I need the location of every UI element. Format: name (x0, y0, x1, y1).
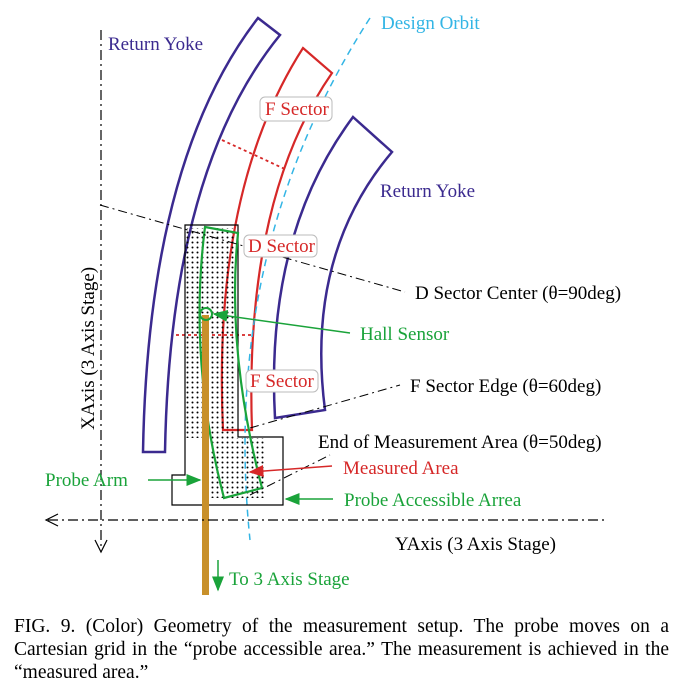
hall-sensor-label: Hall Sensor (360, 324, 450, 345)
end-measurement-line (249, 454, 331, 496)
caption-text: FIG. 9. (Color) Geometry of the measurem… (14, 616, 669, 683)
to-stage-label: To 3 Axis Stage (229, 569, 350, 590)
return-yoke-left-label: Return Yoke (108, 34, 203, 55)
d-sector-center-label: D Sector Center (θ=90deg) (415, 283, 621, 304)
probe-arm-label: Probe Arm (45, 470, 128, 491)
f-sector-top-tag (259, 96, 333, 122)
design-orbit-label: Design Orbit (381, 13, 480, 34)
measurement-geometry-diagram: Design Orbit Return Yoke Return Yoke F S… (44, 13, 621, 595)
figure-caption: FIG. 9. (Color) Geometry of the measurem… (14, 615, 669, 684)
d-sector-label: D Sector (248, 236, 316, 257)
f-sector-edge-line (249, 384, 401, 429)
probe-arm (202, 315, 209, 595)
probe-accessible-box (171, 224, 284, 506)
hall-sensor-pointer (212, 309, 351, 334)
probe-accessible-label: Probe Accessible Arrea (344, 490, 522, 511)
f-sector-bottom-label: F Sector (250, 371, 315, 392)
dotted-probe-region (186, 228, 236, 438)
x-axis-label: XAxis (3 Axis Stage) (78, 267, 99, 430)
return-yoke-left (141, 16, 282, 454)
f-d-boundary-top (221, 139, 288, 171)
hall-sensor-marker (199, 307, 213, 321)
f-sector-edge-label: F Sector Edge (θ=60deg) (410, 376, 601, 397)
f-sector-bottom-tag (245, 369, 319, 393)
measured-area-pointer (248, 465, 333, 477)
x-axis-arrowhead (94, 539, 108, 554)
design-orbit-line (244, 17, 371, 541)
y-axis-arrowhead (44, 513, 59, 527)
f-sector-top-label: F Sector (265, 99, 330, 120)
return-yoke-right-label: Return Yoke (380, 181, 475, 202)
measured-area-label: Measured Area (343, 458, 459, 479)
y-axis-label: YAxis (3 Axis Stage) (395, 534, 556, 555)
d-sector-tag (243, 234, 318, 258)
end-measurement-label: End of Measurement Area (θ=50deg) (318, 432, 602, 453)
